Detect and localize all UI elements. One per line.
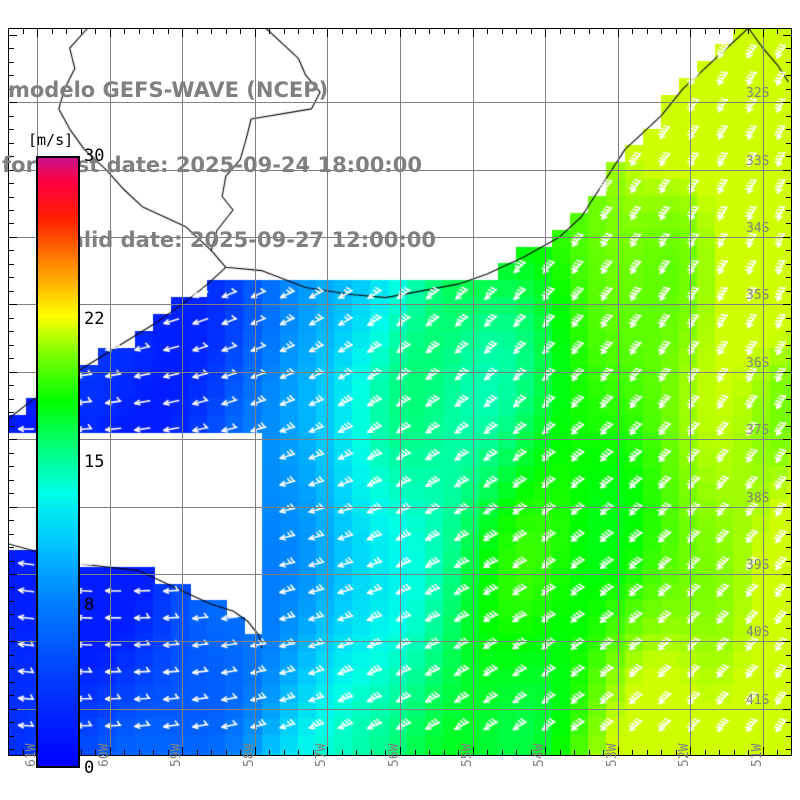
lat-label-35S: 35S (746, 288, 770, 304)
gridline-lat (8, 709, 792, 710)
gridline-lat (8, 507, 792, 508)
gridline-lat (8, 641, 792, 642)
lon-label-56W: 56W (387, 743, 402, 767)
lat-label-32S: 32S (746, 86, 770, 102)
gridline-lat (8, 439, 792, 440)
lon-label-55W: 55W (459, 743, 475, 767)
colorbar-tick-30: 30 (84, 146, 105, 166)
lon-label-59W: 59W (169, 743, 185, 767)
gridline-lat (8, 102, 792, 103)
colorbar-tick-0: 0 (84, 758, 95, 778)
lon-label-58W: 58W (241, 743, 257, 767)
lon-label-51W: 51W (749, 743, 765, 767)
gridline-lon (182, 28, 183, 756)
gridline-lat (8, 170, 792, 171)
lat-label-36S: 36S (746, 355, 770, 371)
lon-label-57W: 57W (314, 743, 330, 767)
gridline-lon (255, 28, 256, 756)
lat-label-41S: 41S (746, 692, 770, 708)
lat-label-39S: 39S (746, 558, 770, 573)
plot-area (8, 28, 792, 756)
colorbar-tick-22: 22 (84, 309, 105, 330)
lon-label-60W: 60W (96, 743, 112, 767)
lat-label-34S: 34S (746, 220, 770, 236)
lon-label-53W: 53W (604, 743, 620, 767)
gridline-lon (618, 28, 619, 756)
colorbar-border (36, 156, 80, 768)
lon-label-52W: 52W (677, 743, 693, 767)
gridline-lat (8, 237, 792, 238)
gridline-lon (327, 28, 328, 756)
colorbar-tick-15: 15 (84, 452, 105, 472)
colorbar-tick-8: 8 (84, 594, 95, 615)
gridline-lat (8, 304, 792, 305)
lon-label-54W: 54W (532, 743, 548, 767)
lat-label-37S: 37S (746, 423, 770, 439)
lat-label-33S: 33S (746, 153, 770, 169)
lat-label-40S: 40S (746, 625, 770, 641)
gridline-lon (473, 28, 474, 756)
colorbar (36, 156, 80, 768)
gridline-lat (8, 372, 792, 373)
colorbar-gradient (38, 158, 78, 766)
gridline-lon (690, 28, 691, 756)
colorbar-unit-label: [m/s] (28, 131, 74, 149)
lat-label-38S: 38S (746, 490, 770, 506)
gridline-lon (400, 28, 401, 756)
gridline-lat (8, 574, 792, 575)
gridline-lon (763, 28, 764, 756)
gridline-lon (110, 28, 111, 756)
gridline-lon (545, 28, 546, 756)
